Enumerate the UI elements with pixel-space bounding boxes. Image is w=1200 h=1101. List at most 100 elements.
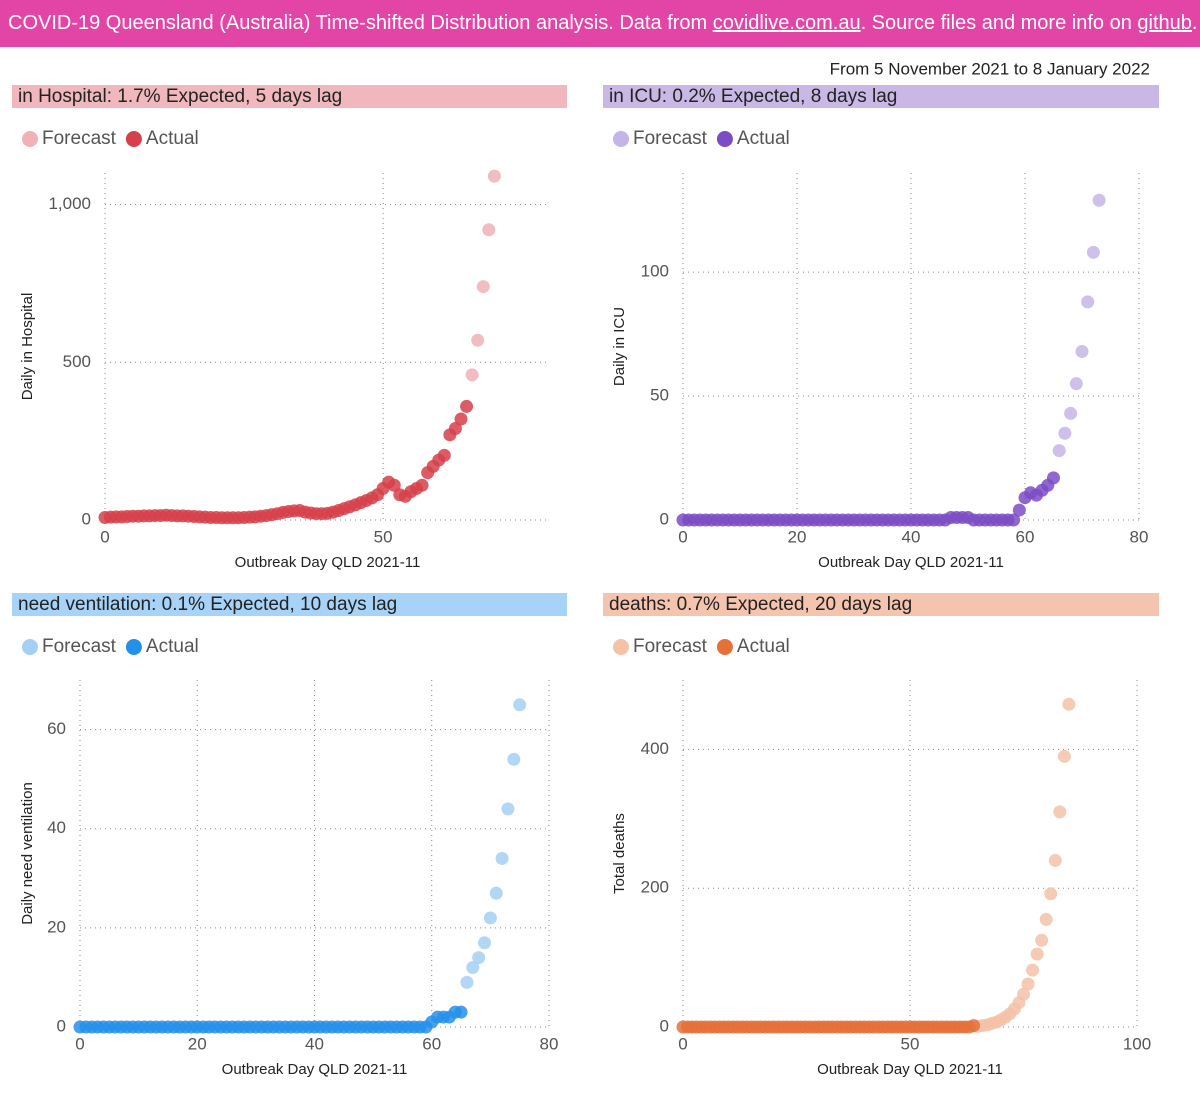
link[interactable]: github xyxy=(1137,12,1192,34)
x-tick-label: 60 xyxy=(1016,527,1035,546)
point xyxy=(1039,912,1053,926)
x-tick-label: 20 xyxy=(188,1034,207,1053)
point xyxy=(465,368,479,382)
title-banner xyxy=(603,85,1159,108)
y-tick-label: 50 xyxy=(650,386,669,405)
point xyxy=(513,698,527,712)
point xyxy=(478,936,492,950)
y-tick-label: 0 xyxy=(57,1016,66,1035)
x-tick-label: 0 xyxy=(75,1034,84,1053)
point xyxy=(489,886,503,900)
legend-label: Forecast xyxy=(633,636,708,657)
x-axis-label: Outbreak Day QLD 2021-11 xyxy=(222,1061,408,1078)
y-tick-label: 200 xyxy=(641,878,669,897)
legend-label: Forecast xyxy=(633,128,708,149)
point xyxy=(454,1005,468,1019)
point xyxy=(1069,377,1083,391)
point xyxy=(415,478,429,492)
title-banner xyxy=(12,593,567,616)
point xyxy=(471,333,485,347)
legend-label: Actual xyxy=(737,128,790,149)
legend-label: Actual xyxy=(146,128,199,149)
point xyxy=(1017,987,1030,1001)
x-axis-label: Outbreak Day QLD 2021-11 xyxy=(235,554,421,571)
legend-marker xyxy=(22,131,38,147)
point xyxy=(1081,295,1095,309)
y-tick-label: 60 xyxy=(47,719,66,738)
point xyxy=(1053,805,1067,819)
point xyxy=(1048,853,1062,867)
legend-marker xyxy=(125,131,142,147)
x-tick-label: 40 xyxy=(305,1034,324,1053)
legend-label: Forecast xyxy=(42,636,117,657)
point xyxy=(482,223,496,237)
x-tick-label: 40 xyxy=(902,527,921,546)
point xyxy=(495,851,509,865)
point xyxy=(460,399,474,413)
legend-marker xyxy=(22,639,38,655)
legend-marker xyxy=(716,639,733,655)
point xyxy=(1092,193,1106,207)
point xyxy=(472,951,486,965)
point xyxy=(448,422,462,436)
link[interactable]: covidlive.com.au xyxy=(713,12,861,34)
x-tick-label: 0 xyxy=(100,527,109,546)
point xyxy=(437,448,451,462)
legend-label: Forecast xyxy=(42,128,117,149)
point xyxy=(1044,887,1058,901)
chart-title: deaths: 0.7% Expected, 20 days lag xyxy=(609,594,912,615)
y-axis-label: Total deaths xyxy=(611,813,628,894)
header-bar xyxy=(0,0,1200,47)
header-part: COVID-19 Queensland (Australia) Time-shi… xyxy=(8,12,713,34)
point xyxy=(454,412,468,426)
point xyxy=(466,961,480,975)
y-tick-label: 100 xyxy=(641,262,669,281)
legend-marker xyxy=(613,639,629,655)
legend-marker xyxy=(613,131,629,147)
y-tick-label: 20 xyxy=(47,917,66,936)
legend-marker xyxy=(716,131,733,147)
y-tick-label: 500 xyxy=(63,352,91,371)
title-banner xyxy=(603,593,1159,616)
x-tick-label: 80 xyxy=(540,1034,559,1053)
point xyxy=(967,1019,981,1033)
point xyxy=(460,975,474,989)
x-tick-label: 0 xyxy=(678,1034,687,1053)
header-part: . Source files and more info on xyxy=(861,12,1138,34)
x-tick-label: 50 xyxy=(901,1034,920,1053)
x-axis-label: Outbreak Day QLD 2021-11 xyxy=(817,1061,1003,1078)
point xyxy=(1086,245,1100,259)
point xyxy=(1052,444,1066,458)
legend-label: Actual xyxy=(146,636,199,657)
chart-title: in Hospital: 1.7% Expected, 5 days lag xyxy=(18,86,342,107)
y-axis-label: Daily in Hospital xyxy=(19,293,36,401)
header-text: COVID-19 Queensland (Australia) Time-shi… xyxy=(8,12,1197,34)
point xyxy=(1057,749,1071,763)
y-tick-label: 40 xyxy=(47,818,66,837)
point xyxy=(507,752,521,766)
point xyxy=(1012,503,1026,517)
point xyxy=(501,802,515,816)
point xyxy=(487,169,501,183)
x-tick-label: 80 xyxy=(1130,527,1149,546)
x-tick-label: 100 xyxy=(1123,1034,1151,1053)
y-axis-label: Daily need ventilation xyxy=(19,782,36,925)
y-tick-label: 400 xyxy=(641,739,669,758)
point xyxy=(1035,933,1049,947)
point xyxy=(1075,344,1089,358)
point xyxy=(476,280,490,294)
y-axis-label: Daily in ICU xyxy=(611,307,628,386)
y-tick-label: 1,000 xyxy=(48,194,91,213)
point xyxy=(483,911,497,925)
chart-title: in ICU: 0.2% Expected, 8 days lag xyxy=(609,86,897,107)
point xyxy=(1062,697,1076,711)
chart-title: need ventilation: 0.1% Expected, 10 days… xyxy=(18,594,397,615)
y-tick-label: 0 xyxy=(660,1016,669,1035)
legend-label: Actual xyxy=(737,636,790,657)
date-range: From 5 November 2021 to 8 January 2022 xyxy=(830,59,1150,78)
x-axis-label: Outbreak Day QLD 2021-11 xyxy=(818,554,1004,571)
title-banner xyxy=(12,85,567,108)
point xyxy=(1026,963,1040,977)
point xyxy=(1021,977,1035,991)
